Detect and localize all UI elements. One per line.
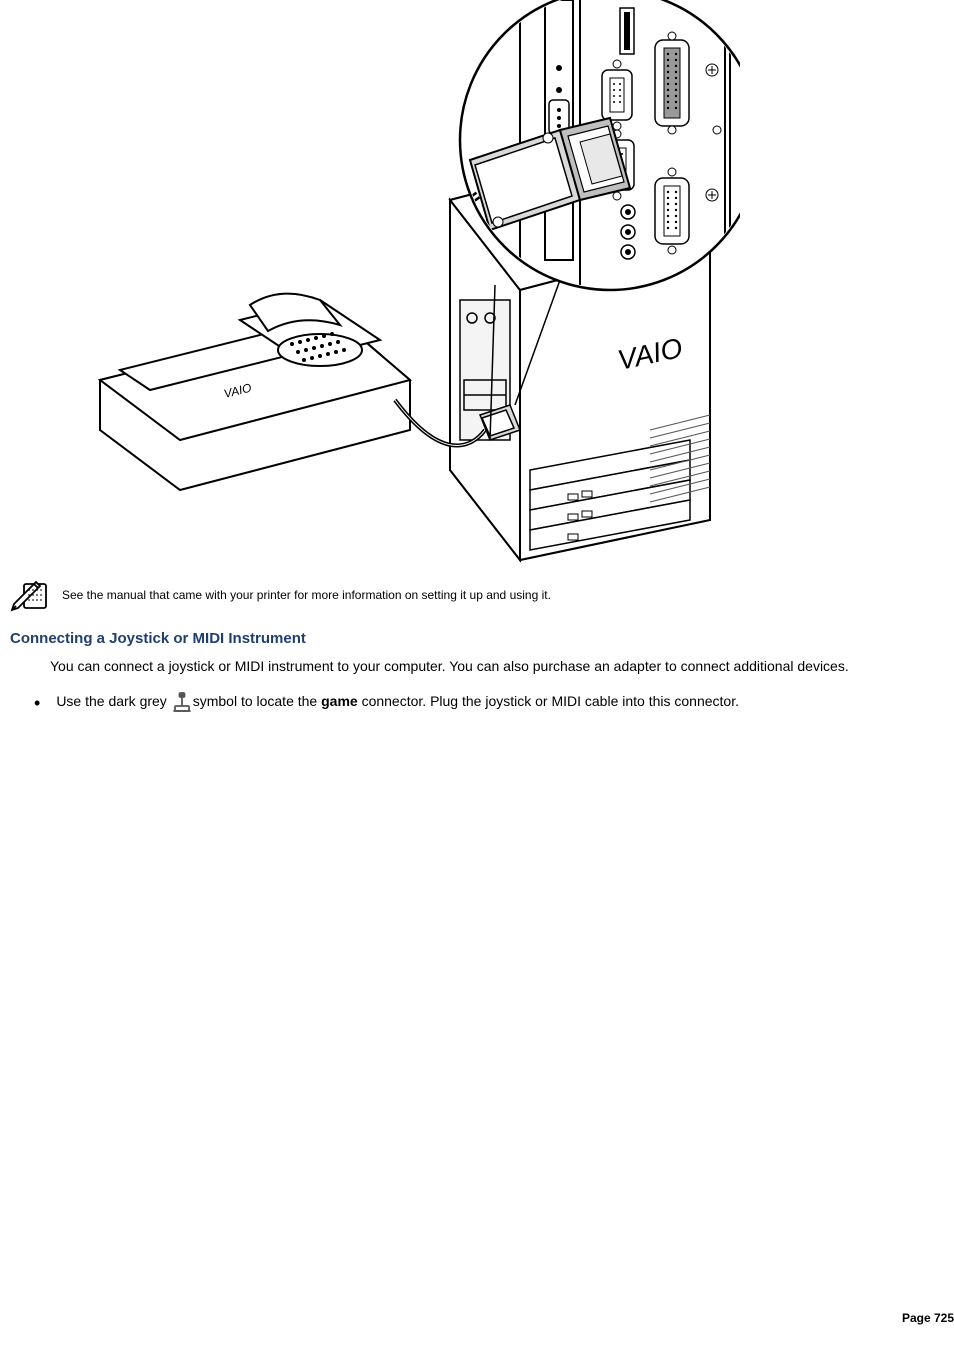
note-text: See the manual that came with your print… [62, 588, 551, 602]
bullet-text-mid2: connector. Plug the joystick or MIDI cab… [358, 693, 739, 709]
page-number: Page 725 [902, 1311, 954, 1325]
bullet-text-pre: Use the dark grey [56, 693, 170, 709]
manual-page: VAIO [0, 0, 954, 1351]
bullet-marker: • [34, 694, 40, 712]
pencil-note-icon [10, 578, 52, 612]
bullet-text-mid1: symbol to locate the [193, 693, 321, 709]
bullet-content: Use the dark grey symbol to locate the g… [56, 692, 944, 712]
bullet-bold-word: game [321, 693, 358, 709]
section-heading: Connecting a Joystick or MIDI Instrument [10, 630, 944, 647]
printer-connection-illustration: VAIO [20, 0, 740, 570]
bullet-item: • Use the dark grey symbol to locate the… [34, 692, 944, 712]
joystick-icon [173, 692, 191, 714]
note-row: See the manual that came with your print… [10, 578, 944, 612]
section-paragraph: You can connect a joystick or MIDI instr… [50, 657, 944, 676]
